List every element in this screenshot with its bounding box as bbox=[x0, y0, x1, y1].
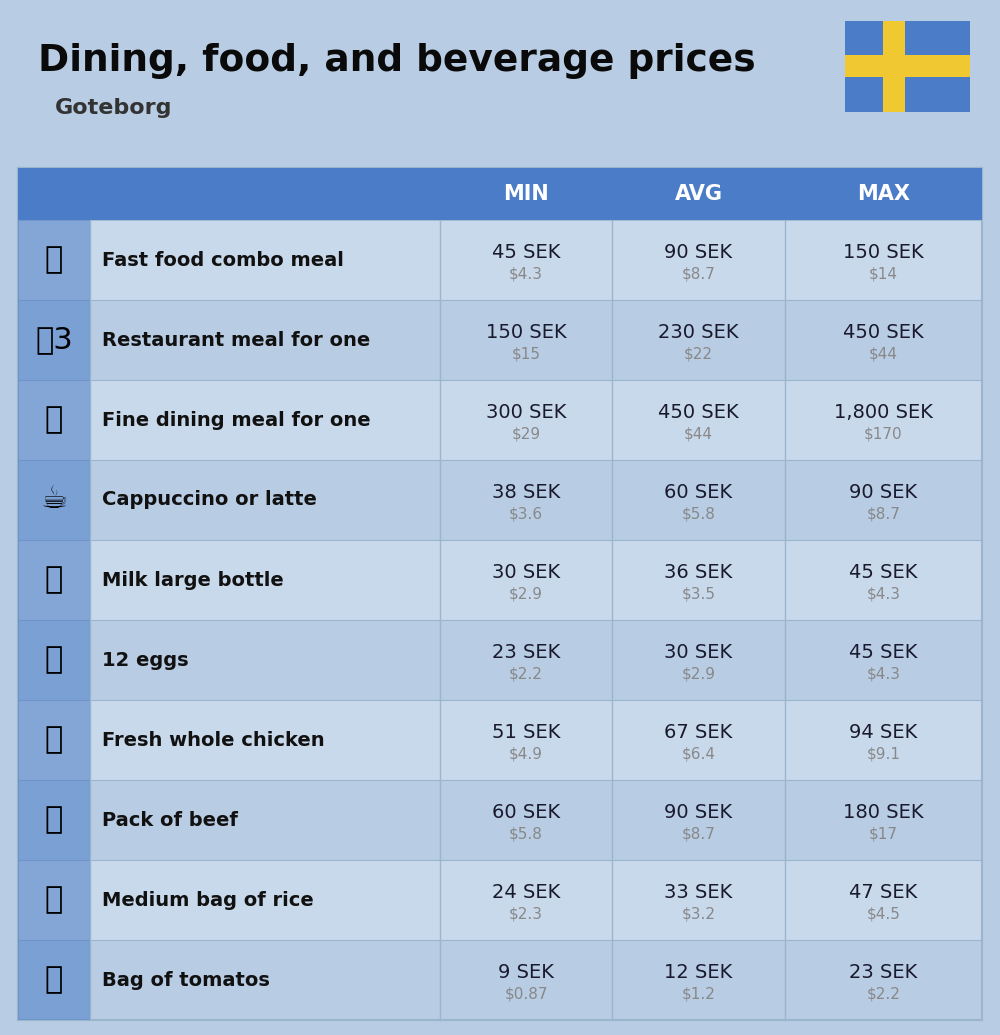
Text: $4.3: $4.3 bbox=[866, 667, 900, 681]
Text: $8.7: $8.7 bbox=[867, 506, 900, 522]
Text: $4.5: $4.5 bbox=[867, 907, 900, 921]
Text: 38 SEK: 38 SEK bbox=[492, 482, 560, 502]
Text: Goteborg: Goteborg bbox=[55, 98, 173, 118]
Text: 🍅: 🍅 bbox=[45, 966, 63, 995]
Text: 12 SEK: 12 SEK bbox=[664, 963, 733, 981]
Text: Fine dining meal for one: Fine dining meal for one bbox=[102, 411, 371, 430]
Text: 23 SEK: 23 SEK bbox=[849, 963, 918, 981]
Text: $2.2: $2.2 bbox=[509, 667, 543, 681]
Text: 94 SEK: 94 SEK bbox=[849, 722, 918, 741]
Text: $44: $44 bbox=[869, 347, 898, 361]
Text: 51 SEK: 51 SEK bbox=[492, 722, 560, 741]
Text: $44: $44 bbox=[684, 426, 713, 442]
Text: $29: $29 bbox=[511, 426, 541, 442]
Text: 1,800 SEK: 1,800 SEK bbox=[834, 403, 933, 421]
Text: 60 SEK: 60 SEK bbox=[492, 802, 560, 822]
Text: 90 SEK: 90 SEK bbox=[664, 242, 733, 262]
Text: 🌷3: 🌷3 bbox=[35, 325, 73, 355]
Text: 36 SEK: 36 SEK bbox=[664, 562, 733, 582]
Text: $3.5: $3.5 bbox=[682, 587, 716, 601]
Text: 🐔: 🐔 bbox=[45, 726, 63, 755]
Text: 450 SEK: 450 SEK bbox=[843, 323, 924, 342]
Text: Medium bag of rice: Medium bag of rice bbox=[102, 890, 314, 910]
Text: 230 SEK: 230 SEK bbox=[658, 323, 739, 342]
Text: $22: $22 bbox=[684, 347, 713, 361]
Text: $2.2: $2.2 bbox=[867, 986, 900, 1002]
Text: $14: $14 bbox=[869, 266, 898, 282]
Text: Pack of beef: Pack of beef bbox=[102, 810, 238, 829]
Text: $8.7: $8.7 bbox=[682, 827, 715, 841]
Text: Milk large bottle: Milk large bottle bbox=[102, 570, 284, 590]
Text: 33 SEK: 33 SEK bbox=[664, 883, 733, 901]
Text: 🥛: 🥛 bbox=[45, 565, 63, 594]
Text: 🍽: 🍽 bbox=[45, 406, 63, 435]
Text: 90 SEK: 90 SEK bbox=[664, 802, 733, 822]
Text: Cappuccino or latte: Cappuccino or latte bbox=[102, 491, 317, 509]
Text: 60 SEK: 60 SEK bbox=[664, 482, 733, 502]
Text: MIN: MIN bbox=[503, 184, 549, 204]
Text: 🥩: 🥩 bbox=[45, 805, 63, 834]
Text: 9 SEK: 9 SEK bbox=[498, 963, 554, 981]
Bar bbox=[845, 55, 970, 78]
Text: 150 SEK: 150 SEK bbox=[486, 323, 566, 342]
Text: AVG: AVG bbox=[674, 184, 722, 204]
Text: $3.2: $3.2 bbox=[682, 907, 716, 921]
Text: $0.87: $0.87 bbox=[504, 986, 548, 1002]
Text: 24 SEK: 24 SEK bbox=[492, 883, 560, 901]
Text: MAX: MAX bbox=[857, 184, 910, 204]
Text: 180 SEK: 180 SEK bbox=[843, 802, 924, 822]
Text: $17: $17 bbox=[869, 827, 898, 841]
Text: Dining, food, and beverage prices: Dining, food, and beverage prices bbox=[38, 43, 756, 80]
Text: 30 SEK: 30 SEK bbox=[664, 643, 733, 661]
Text: $4.3: $4.3 bbox=[509, 266, 543, 282]
Text: 300 SEK: 300 SEK bbox=[486, 403, 566, 421]
Text: 🍚: 🍚 bbox=[45, 886, 63, 915]
Text: 47 SEK: 47 SEK bbox=[849, 883, 918, 901]
Text: $2.9: $2.9 bbox=[682, 667, 716, 681]
Text: 30 SEK: 30 SEK bbox=[492, 562, 560, 582]
Text: Fast food combo meal: Fast food combo meal bbox=[102, 250, 344, 269]
Text: $170: $170 bbox=[864, 426, 903, 442]
Text: 150 SEK: 150 SEK bbox=[843, 242, 924, 262]
Text: 45 SEK: 45 SEK bbox=[492, 242, 560, 262]
Text: $4.3: $4.3 bbox=[866, 587, 900, 601]
Text: $8.7: $8.7 bbox=[682, 266, 715, 282]
Text: 90 SEK: 90 SEK bbox=[849, 482, 918, 502]
Text: 23 SEK: 23 SEK bbox=[492, 643, 560, 661]
Text: $9.1: $9.1 bbox=[866, 746, 900, 762]
Text: $4.9: $4.9 bbox=[509, 746, 543, 762]
Text: $15: $15 bbox=[512, 347, 540, 361]
Text: $1.2: $1.2 bbox=[682, 986, 715, 1002]
Text: $2.9: $2.9 bbox=[509, 587, 543, 601]
Text: Restaurant meal for one: Restaurant meal for one bbox=[102, 330, 370, 350]
Text: $5.8: $5.8 bbox=[682, 506, 715, 522]
Text: $2.3: $2.3 bbox=[509, 907, 543, 921]
Text: Bag of tomatos: Bag of tomatos bbox=[102, 971, 270, 989]
Text: 🍔: 🍔 bbox=[45, 245, 63, 274]
Text: 450 SEK: 450 SEK bbox=[658, 403, 739, 421]
Text: 45 SEK: 45 SEK bbox=[849, 643, 918, 661]
Text: 67 SEK: 67 SEK bbox=[664, 722, 733, 741]
Text: $5.8: $5.8 bbox=[509, 827, 543, 841]
Text: $3.6: $3.6 bbox=[509, 506, 543, 522]
Bar bbox=[883, 21, 905, 112]
Text: Fresh whole chicken: Fresh whole chicken bbox=[102, 731, 325, 749]
Text: 45 SEK: 45 SEK bbox=[849, 562, 918, 582]
Text: ☕: ☕ bbox=[40, 485, 68, 514]
Text: $6.4: $6.4 bbox=[682, 746, 716, 762]
Text: 12 eggs: 12 eggs bbox=[102, 651, 189, 670]
Text: 🥚: 🥚 bbox=[45, 646, 63, 675]
